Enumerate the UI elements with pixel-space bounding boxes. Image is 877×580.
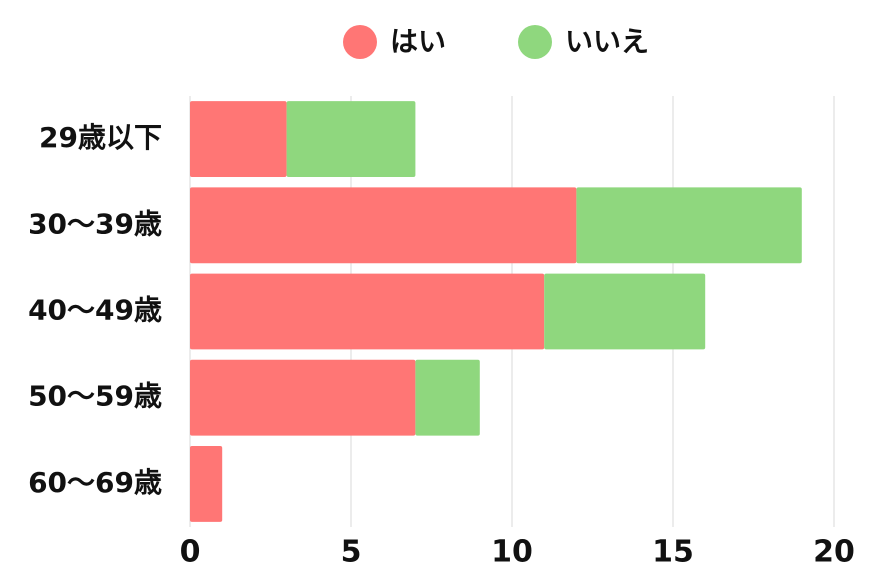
bar xyxy=(576,187,802,264)
y-tick-label: 40～49歳 xyxy=(28,294,162,327)
bar xyxy=(286,101,416,178)
legend-marker xyxy=(518,25,552,59)
bar xyxy=(415,359,480,436)
x-tick-label: 20 xyxy=(813,535,855,570)
bar xyxy=(190,445,223,522)
bar xyxy=(190,273,545,350)
x-tick-label: 10 xyxy=(491,535,533,570)
legend-label: いいえ xyxy=(565,25,649,58)
x-tick-label: 0 xyxy=(180,535,201,570)
bar xyxy=(544,273,706,350)
y-tick-label: 60～69歳 xyxy=(28,466,162,499)
y-tick-label: 50～59歳 xyxy=(28,380,162,413)
bar xyxy=(190,187,577,264)
y-tick-label: 30～39歳 xyxy=(28,207,162,240)
legend-label: はい xyxy=(390,25,446,58)
legend-marker xyxy=(343,25,377,59)
x-tick-label: 15 xyxy=(652,535,694,570)
x-tick-label: 5 xyxy=(341,535,362,570)
y-tick-label: 29歳以下 xyxy=(39,121,162,154)
bar xyxy=(190,359,416,436)
bar xyxy=(190,101,287,178)
